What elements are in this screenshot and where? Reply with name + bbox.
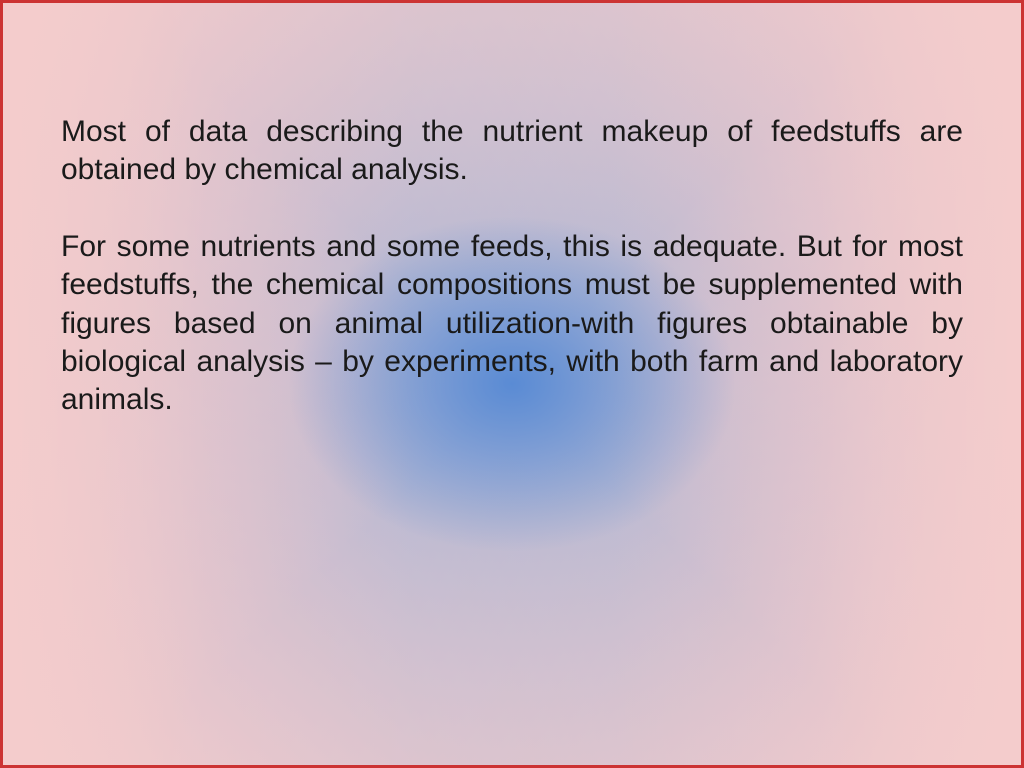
paragraph-2: For some nutrients and some feeds, this … [61,228,963,420]
paragraph-1: Most of data describing the nutrient mak… [61,113,963,190]
slide-body: Most of data describing the nutrient mak… [61,113,963,420]
presentation-slide: Most of data describing the nutrient mak… [0,0,1024,768]
